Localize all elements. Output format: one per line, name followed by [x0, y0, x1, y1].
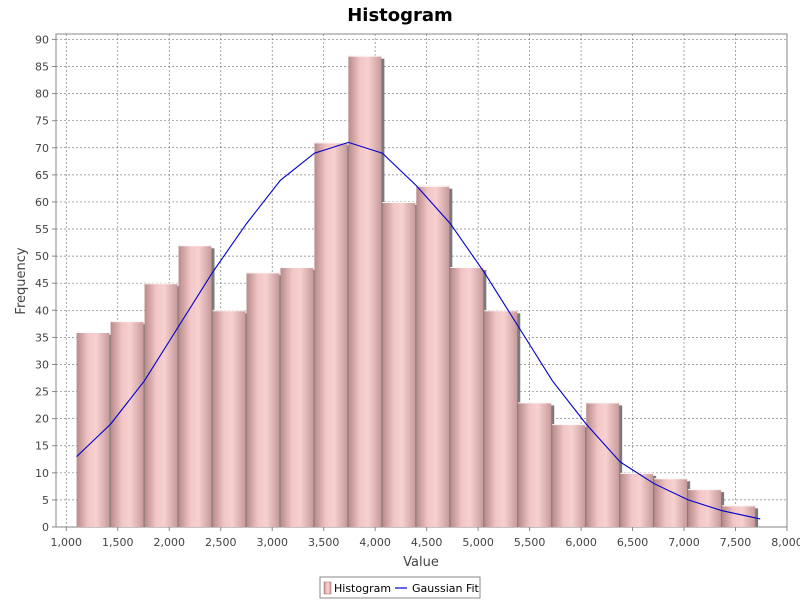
- histogram-bar: [450, 266, 484, 527]
- histogram-bar: [484, 310, 518, 527]
- x-axis-label: Value: [403, 555, 439, 570]
- gaussian-fit-polyline: [76, 141, 761, 520]
- x-tick-label: 2,500: [205, 536, 237, 549]
- histogram-bar: [178, 245, 212, 528]
- y-tick-label: 40: [35, 304, 49, 317]
- x-tick-label: 5,000: [462, 536, 494, 549]
- x-tick-label: 2,000: [154, 536, 186, 549]
- y-tick-label: 65: [35, 169, 49, 182]
- histogram-bar: [76, 331, 110, 527]
- x-tick-label: 1,500: [102, 536, 134, 549]
- gaussian-fit-line: [76, 141, 761, 520]
- histogram-bar: [518, 402, 552, 527]
- x-axis-ticks: 1,000 1,500 2,000 2,500 3,000 3,500 4,000 4,500…: [51, 527, 800, 549]
- legend-swatch-histogram: [323, 581, 332, 595]
- legend-label-histogram: Histogram: [334, 582, 391, 595]
- histogram-bar: [620, 472, 654, 527]
- y-tick-label: 25: [35, 386, 49, 399]
- y-tick-label: 30: [35, 358, 49, 371]
- y-tick-label: 10: [35, 467, 49, 480]
- x-tick-label: 1,000: [51, 536, 83, 549]
- histogram-bar: [280, 266, 314, 527]
- y-axis-ticks: 0 5 10 15 20 25 30 35 40 45 50 55 60 65 70 75 80 85 90: [35, 33, 56, 534]
- legend-label-gaussian-fit: Gaussian Fit: [412, 582, 480, 595]
- x-tick-label: 4,500: [411, 536, 443, 549]
- histogram-bar: [552, 424, 586, 527]
- y-axis-label: Frequency: [14, 247, 29, 314]
- x-tick-label: 7,000: [668, 536, 700, 549]
- x-tick-label: 4,000: [359, 536, 391, 549]
- histogram-bar: [144, 283, 178, 527]
- x-tick-label: 5,500: [514, 536, 546, 549]
- histogram-bar: [110, 321, 144, 527]
- x-tick-label: 3,500: [308, 536, 340, 549]
- y-tick-label: 55: [35, 223, 49, 236]
- y-tick-label: 90: [35, 33, 49, 46]
- y-tick-label: 20: [35, 413, 49, 426]
- histogram-bar: [314, 142, 348, 527]
- y-tick-label: 5: [42, 494, 49, 507]
- histogram-bar: [212, 310, 246, 527]
- y-tick-label: 70: [35, 142, 49, 155]
- x-tick-label: 7,500: [720, 536, 752, 549]
- x-tick-label: 6,000: [565, 536, 597, 549]
- y-tick-label: 50: [35, 250, 49, 263]
- y-tick-label: 60: [35, 196, 49, 209]
- histogram-bar: [382, 201, 416, 527]
- legend: Histogram Gaussian Fit: [319, 576, 481, 599]
- histogram-bar: [348, 55, 382, 528]
- histogram-bar: [416, 185, 450, 527]
- y-tick-label: 80: [35, 88, 49, 101]
- y-tick-label: 75: [35, 115, 49, 128]
- histogram-bar: [246, 272, 280, 527]
- y-tick-label: 0: [42, 521, 49, 534]
- y-tick-label: 15: [35, 440, 49, 453]
- histogram-bar: [688, 489, 722, 527]
- chart-title: Histogram: [347, 5, 453, 26]
- x-tick-label: 6,500: [617, 536, 649, 549]
- y-tick-label: 45: [35, 277, 49, 290]
- x-tick-label: 8,000: [771, 536, 800, 549]
- histogram-bar: [722, 505, 756, 527]
- histogram-bars: [76, 55, 759, 528]
- y-tick-label: 85: [35, 61, 49, 74]
- y-tick-label: 35: [35, 331, 49, 344]
- x-tick-label: 3,000: [256, 536, 288, 549]
- histogram-bar: [586, 402, 620, 527]
